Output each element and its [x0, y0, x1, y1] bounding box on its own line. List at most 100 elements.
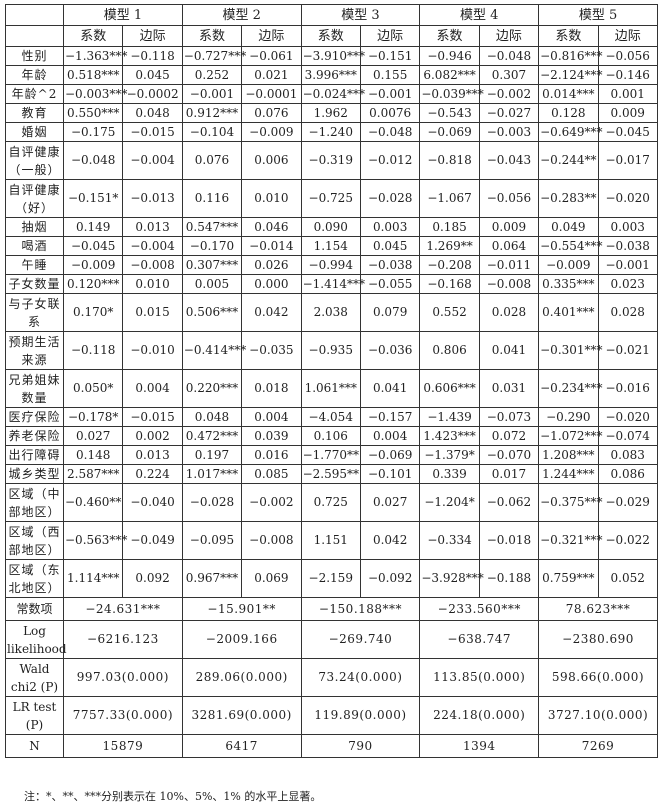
coef-cell: −0.244** — [538, 141, 599, 180]
coef-cell: 0.197 — [181, 445, 243, 465]
marginal-cell: 0.010 — [241, 179, 302, 218]
row-label: 年龄 — [5, 65, 64, 85]
coef-cell: 0.170* — [62, 293, 124, 332]
coef-cell: 0.552 — [419, 293, 480, 332]
marginal-cell: −0.035 — [241, 331, 302, 370]
marginal-cell: −0.092 — [359, 559, 421, 598]
row-label: 与子女联系 — [5, 293, 64, 332]
marginal-cell: −0.017 — [597, 141, 658, 180]
summary-cell: 113.85(0.000) — [419, 658, 540, 697]
coef-header: 系数 — [181, 25, 243, 47]
marginal-cell: −0.015 — [122, 122, 183, 142]
marginal-cell: 0.015 — [122, 293, 183, 332]
coef-cell: 0.027 — [62, 426, 124, 446]
marginal-cell: −0.018 — [478, 521, 540, 560]
coef-cell: −0.283** — [538, 179, 599, 218]
coef-cell: −0.048 — [62, 141, 124, 180]
coef-cell: 1.114*** — [62, 559, 124, 598]
coef-cell: −0.290 — [538, 407, 599, 427]
coef-cell: −0.321*** — [538, 521, 603, 560]
coef-cell: 1.962 — [300, 103, 361, 123]
table-row: 自评健康（好） −0.151* −0.013 0.116 0.010 −0.725 −0.0… — [5, 179, 658, 218]
summary-row: N 15879 6417 790 1394 7269 — [5, 734, 658, 758]
marginal-cell: 0.004 — [241, 407, 302, 427]
marginal-cell: −0.061 — [241, 46, 302, 66]
marginal-cell: −0.070 — [478, 445, 540, 465]
marginal-header: 边际 — [241, 25, 302, 47]
coef-cell: −0.818 — [419, 141, 480, 180]
coef-cell: 0.220*** — [181, 369, 243, 408]
marginal-cell: 0.224 — [122, 464, 183, 484]
coef-cell: 0.339 — [419, 464, 480, 484]
coef-cell: 0.307*** — [181, 255, 243, 275]
coef-cell: 0.806 — [419, 331, 480, 370]
marginal-cell: −0.001 — [359, 84, 421, 104]
row-label: 性别 — [5, 46, 64, 66]
marginal-cell: 0.026 — [241, 255, 302, 275]
coef-header: 系数 — [62, 25, 124, 47]
table-row: 自评健康（一般） −0.048 −0.004 0.076 0.006 −0.319 −0.0… — [5, 141, 658, 180]
coef-cell: 0.912*** — [181, 103, 243, 123]
row-label: 喝酒 — [5, 236, 64, 256]
marginal-cell: −0.020 — [597, 179, 658, 218]
marginal-cell: −0.146 — [597, 65, 658, 85]
coef-cell: −0.178* — [62, 407, 124, 427]
marginal-cell: 0.045 — [122, 65, 183, 85]
corner-cell — [5, 4, 64, 26]
table-body: 性别 −1.363*** −0.118 −0.727*** −0.061 −3.910**… — [5, 46, 658, 758]
corner-cell — [5, 25, 64, 47]
marginal-cell: −0.036 — [359, 331, 421, 370]
coef-cell: −0.175 — [62, 122, 124, 142]
row-label: 区域（西部地区） — [5, 521, 64, 560]
sub-header-row: 系数 边际 系数 边际 系数 边际 系数 边际 系数 边际 — [5, 25, 658, 47]
row-label: 抽烟 — [5, 217, 64, 237]
row-label: 出行障碍 — [5, 445, 64, 465]
marginal-cell: −0.188 — [478, 559, 540, 598]
row-label: Log likelihood — [5, 620, 67, 659]
model-header: 模型 2 — [181, 4, 302, 26]
coef-cell: −0.319 — [300, 141, 361, 180]
table-row: 城乡类型 2.587*** 0.224 1.017*** 0.085 −2.595** −0… — [5, 464, 658, 484]
marginal-cell: −0.048 — [359, 122, 421, 142]
coef-cell: −2.124*** — [538, 65, 603, 85]
marginal-cell: −0.038 — [359, 255, 421, 275]
row-label: 自评健康（一般） — [5, 141, 64, 180]
summary-cell: −2380.690 — [538, 620, 658, 659]
row-label: 教育 — [5, 103, 64, 123]
marginal-cell: 0.064 — [478, 236, 540, 256]
marginal-cell: 0.003 — [597, 217, 658, 237]
table-row: 喝酒 −0.045 −0.004 −0.170 −0.014 1.154 0.045 1.26… — [5, 236, 658, 256]
coef-cell: 0.005 — [181, 274, 243, 294]
coef-cell: −1.072*** — [538, 426, 603, 446]
summary-cell: 790 — [300, 734, 421, 758]
marginal-cell: −0.157 — [359, 407, 421, 427]
marginal-cell: 0.307 — [478, 65, 540, 85]
row-label: 城乡类型 — [5, 464, 64, 484]
coef-cell: −1.770** — [300, 445, 361, 465]
marginal-cell: −0.0002 — [122, 84, 183, 104]
coef-cell: −0.649*** — [538, 122, 603, 142]
coef-cell: 0.725 — [300, 483, 361, 522]
coef-cell: 0.506*** — [181, 293, 243, 332]
marginal-cell: 0.009 — [478, 217, 540, 237]
coef-cell: −0.375*** — [538, 483, 603, 522]
model-header: 模型 1 — [63, 4, 183, 26]
coef-cell: −0.003*** — [62, 84, 127, 104]
summary-row: LR test (P) 7757.33(0.000) 3281.69(0.000) 1… — [5, 696, 658, 735]
coef-cell: −1.204* — [419, 483, 480, 522]
marginal-cell: 0.041 — [478, 331, 540, 370]
row-label: 婚姻 — [5, 122, 64, 142]
row-label: 午睡 — [5, 255, 64, 275]
marginal-cell: −0.021 — [597, 331, 658, 370]
coef-cell: 3.996*** — [300, 65, 361, 85]
marginal-cell: −0.020 — [597, 407, 658, 427]
coef-cell: 2.587*** — [62, 464, 124, 484]
marginal-cell: −0.074 — [597, 426, 658, 446]
marginal-cell: −0.055 — [359, 274, 421, 294]
coef-header: 系数 — [300, 25, 361, 47]
coef-cell: −0.234*** — [538, 369, 603, 408]
coef-cell: 0.472*** — [181, 426, 243, 446]
summary-cell: 73.24(0.000) — [300, 658, 421, 697]
marginal-cell: 0.016 — [241, 445, 302, 465]
marginal-cell: 0.001 — [597, 84, 658, 104]
